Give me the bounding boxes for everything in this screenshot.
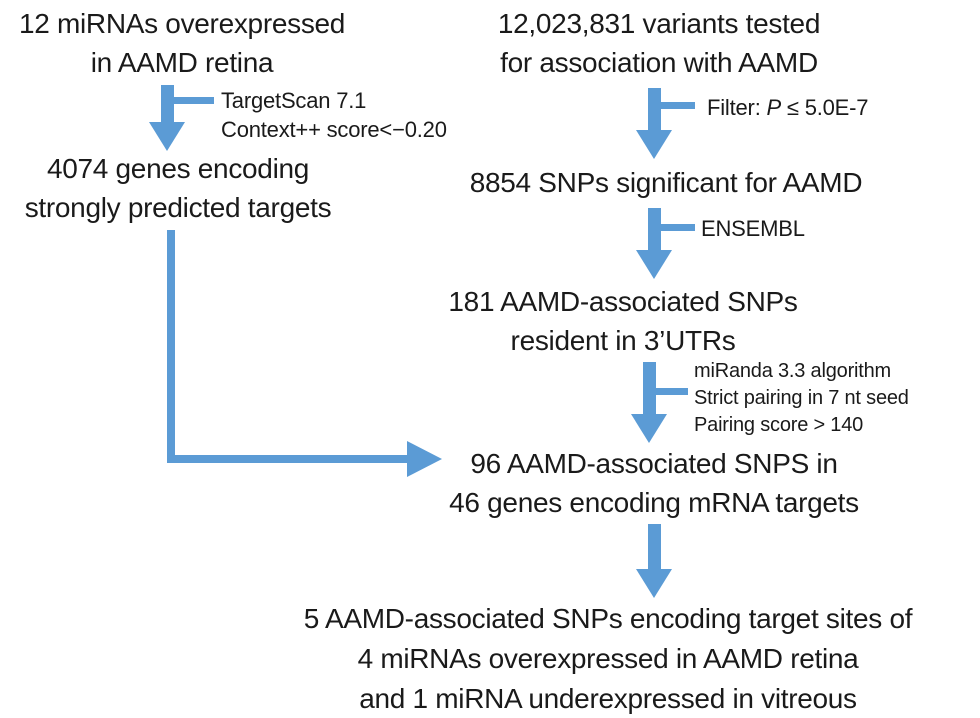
arrow-head	[636, 250, 672, 279]
node-final-summary: 5 AAMD-associated SNPs encoding target s…	[228, 599, 980, 718]
filter-prefix: Filter:	[707, 95, 767, 120]
node-line: 12,023,831 variants tested	[497, 8, 821, 39]
edge-label-line: Pairing score > 140	[694, 414, 864, 436]
edge-label-line: Context++ score<−0.20	[221, 117, 447, 142]
elbow-vertical-bar	[167, 230, 175, 463]
node-line: 181 AAMD-associated SNPs	[448, 286, 798, 317]
node-mirnas-overexpressed: 12 miRNAs overexpressed in AAMD retina	[0, 4, 364, 82]
filter-p-italic: P	[766, 95, 782, 120]
arrow-head	[636, 569, 672, 598]
node-snps-3utr: 181 AAMD-associated SNPs resident in 3’U…	[443, 282, 803, 360]
arrow-shaft	[648, 524, 661, 571]
edge-label-miranda: miRanda 3.3 algorithm Strict pairing in …	[694, 358, 909, 439]
arrow-tick	[167, 97, 214, 104]
arrow-head	[149, 122, 185, 151]
arrow-tick	[654, 102, 695, 109]
edge-label-ensembl: ENSEMBL	[701, 214, 805, 243]
node-variants-tested: 12,023,831 variants tested for associati…	[468, 4, 850, 82]
node-line: and 1 miRNA underexpressed in vitreous	[359, 683, 857, 714]
node-genes-predicted-targets: 4074 genes encoding strongly predicted t…	[0, 149, 356, 227]
node-line: 46 genes encoding mRNA targets	[449, 487, 859, 518]
node-line: 4074 genes encoding	[46, 153, 310, 184]
arrow-head	[407, 441, 442, 477]
node-line: strongly predicted targets	[24, 192, 332, 223]
node-line: 5 AAMD-associated SNPs encoding target s…	[303, 603, 913, 634]
elbow-horizontal-bar	[167, 455, 407, 463]
arrow-head	[631, 414, 667, 443]
arrow-head	[636, 130, 672, 159]
node-line: 96 AAMD-associated SNPS in	[470, 448, 838, 479]
edge-label-line: ENSEMBL	[701, 216, 805, 241]
edge-label-line: TargetScan 7.1	[221, 88, 367, 113]
node-snps-significant: 8854 SNPs significant for AAMD	[430, 163, 902, 202]
arrow-shaft	[648, 88, 661, 132]
arrow-tick	[654, 224, 695, 231]
filter-suffix: ≤ 5.0E-7	[781, 95, 869, 120]
node-line: for association with AAMD	[500, 47, 818, 78]
node-line: resident in 3’UTRs	[510, 325, 736, 356]
node-line: 8854 SNPs significant for AAMD	[469, 167, 863, 198]
edge-label-filter: Filter: P ≤ 5.0E-7	[707, 93, 869, 122]
node-line: 12 miRNAs overexpressed	[18, 8, 346, 39]
node-snps96-genes46: 96 AAMD-associated SNPS in 46 genes enco…	[428, 444, 880, 522]
edge-label-line: miRanda 3.3 algorithm	[694, 360, 892, 382]
arrow-shaft	[161, 85, 174, 124]
edge-label-targetscan: TargetScan 7.1 Context++ score<−0.20	[221, 86, 447, 144]
edge-label-line: Strict pairing in 7 nt seed	[694, 387, 909, 409]
arrow-tick	[649, 388, 688, 395]
node-line: in AAMD retina	[90, 47, 274, 78]
node-line: 4 miRNAs overexpressed in AAMD retina	[357, 643, 859, 674]
